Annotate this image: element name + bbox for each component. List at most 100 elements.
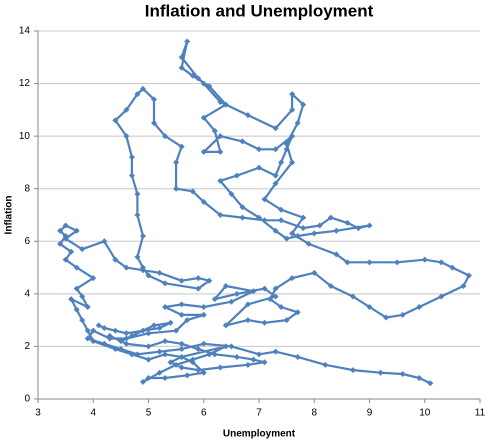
data-point	[123, 106, 130, 113]
data-point	[250, 288, 257, 295]
data-point	[272, 172, 279, 179]
data-point	[294, 233, 301, 240]
data-point	[178, 301, 185, 308]
data-point	[57, 240, 64, 247]
data-point	[112, 327, 119, 334]
data-point	[322, 361, 329, 368]
data-point	[244, 301, 251, 308]
data-point	[178, 143, 185, 150]
data-point	[333, 227, 340, 234]
data-point	[178, 340, 185, 347]
data-point	[62, 256, 69, 263]
data-point	[195, 285, 202, 292]
data-point	[112, 117, 119, 124]
data-point	[256, 164, 262, 171]
data-point	[261, 217, 268, 224]
data-point	[90, 327, 97, 334]
data-point	[156, 369, 163, 376]
data-point	[195, 275, 202, 282]
x-tick-label: 11	[475, 408, 486, 419]
data-point	[438, 293, 445, 300]
data-point	[272, 348, 279, 355]
data-point	[173, 159, 180, 166]
data-point	[139, 327, 146, 334]
y-tick-label: 2	[24, 341, 30, 352]
data-point	[272, 180, 279, 187]
data-point	[162, 338, 169, 345]
data-point	[173, 361, 180, 368]
data-point	[305, 240, 312, 247]
data-point	[256, 351, 262, 358]
data-point	[162, 280, 169, 287]
data-point	[189, 356, 196, 363]
x-tick-label: 5	[146, 408, 152, 419]
data-point	[62, 235, 69, 242]
data-point	[283, 146, 290, 153]
data-point	[73, 264, 80, 271]
data-point	[73, 306, 80, 313]
data-point	[211, 351, 218, 358]
data-point	[289, 159, 296, 166]
data-point	[178, 64, 185, 71]
data-point	[222, 322, 229, 329]
data-point	[311, 230, 318, 237]
data-point	[184, 38, 191, 45]
data-point	[222, 343, 229, 350]
data-point	[228, 298, 235, 305]
data-point	[128, 351, 135, 358]
data-point	[344, 259, 351, 266]
data-point	[123, 335, 130, 342]
data-point	[272, 146, 279, 153]
y-tick-label: 14	[19, 26, 31, 37]
data-point	[399, 311, 406, 318]
data-point	[128, 332, 135, 339]
data-point	[200, 198, 207, 205]
data-point	[62, 222, 69, 229]
data-point	[200, 114, 207, 121]
data-point	[200, 148, 207, 155]
data-point	[256, 146, 262, 153]
axes	[37, 31, 480, 400]
data-point	[278, 206, 285, 213]
data-point	[217, 364, 224, 371]
data-point	[316, 222, 323, 229]
data-point	[195, 367, 202, 374]
x-tick-label: 8	[311, 408, 317, 419]
y-tick-label: 12	[19, 78, 31, 89]
data-point	[101, 325, 108, 332]
data-point	[68, 248, 75, 255]
data-point	[167, 319, 174, 326]
data-point	[156, 325, 163, 332]
x-tick-label: 9	[367, 408, 373, 419]
data-point	[283, 235, 290, 242]
y-tick-label: 8	[24, 183, 30, 194]
x-tick-label: 4	[90, 408, 96, 419]
data-point	[366, 259, 373, 266]
data-point	[200, 304, 207, 310]
data-point	[256, 214, 262, 221]
data-point	[128, 172, 135, 179]
data-point	[106, 335, 113, 342]
data-point	[217, 177, 224, 184]
series-line	[59, 40, 471, 385]
data-point	[206, 277, 213, 284]
data-point	[206, 351, 213, 358]
data-point	[311, 269, 318, 276]
data-point	[73, 227, 80, 234]
x-tick-label: 7	[256, 408, 262, 419]
data-point	[95, 322, 102, 329]
y-tick-label: 4	[24, 288, 30, 299]
data-point	[90, 275, 97, 282]
data-point	[261, 359, 268, 366]
chart-title: Inflation and Unemployment	[145, 1, 374, 20]
data-point	[217, 212, 224, 218]
data-point	[239, 204, 246, 211]
data-point	[239, 138, 246, 145]
data-point	[90, 338, 97, 345]
x-axis-title: Unemployment	[223, 429, 296, 440]
grid: 0 2 4 6 8 10 12 14 3 4 5 6 7 8 9 10 11	[19, 26, 486, 419]
data-point	[228, 343, 235, 350]
data-point	[112, 346, 119, 353]
data-point	[427, 380, 434, 387]
data-point	[250, 356, 257, 363]
